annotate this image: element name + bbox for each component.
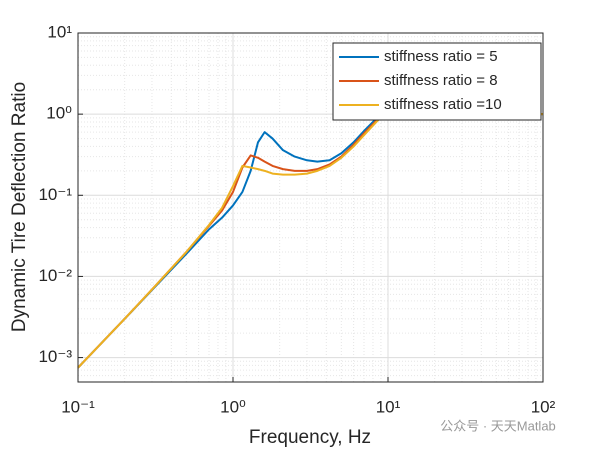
- legend-label: stiffness ratio = 8: [384, 72, 498, 89]
- y-tick-label: 10¹: [47, 22, 72, 41]
- y-tick-label: 10⁻²: [38, 266, 72, 285]
- legend-label: stiffness ratio = 5: [384, 48, 498, 65]
- y-tick-label: 10⁻³: [38, 347, 72, 366]
- axes-box: [77, 32, 544, 383]
- y-axis-label: Dynamic Tire Deflection Ratio: [9, 82, 30, 332]
- x-tick-label: 10²: [531, 397, 556, 416]
- x-tick-label: 10⁻¹: [61, 397, 95, 416]
- y-tick-label: 10⁰: [46, 104, 72, 123]
- legend-label: stiffness ratio =10: [384, 96, 502, 113]
- y-tick-label: 10⁻¹: [38, 185, 72, 204]
- x-tick-label: 10⁰: [220, 397, 246, 416]
- x-tick-label: 10¹: [376, 397, 401, 416]
- watermark: 公众号 · 天天Matlab: [440, 418, 556, 433]
- x-axis-label: Frequency, Hz: [249, 427, 371, 448]
